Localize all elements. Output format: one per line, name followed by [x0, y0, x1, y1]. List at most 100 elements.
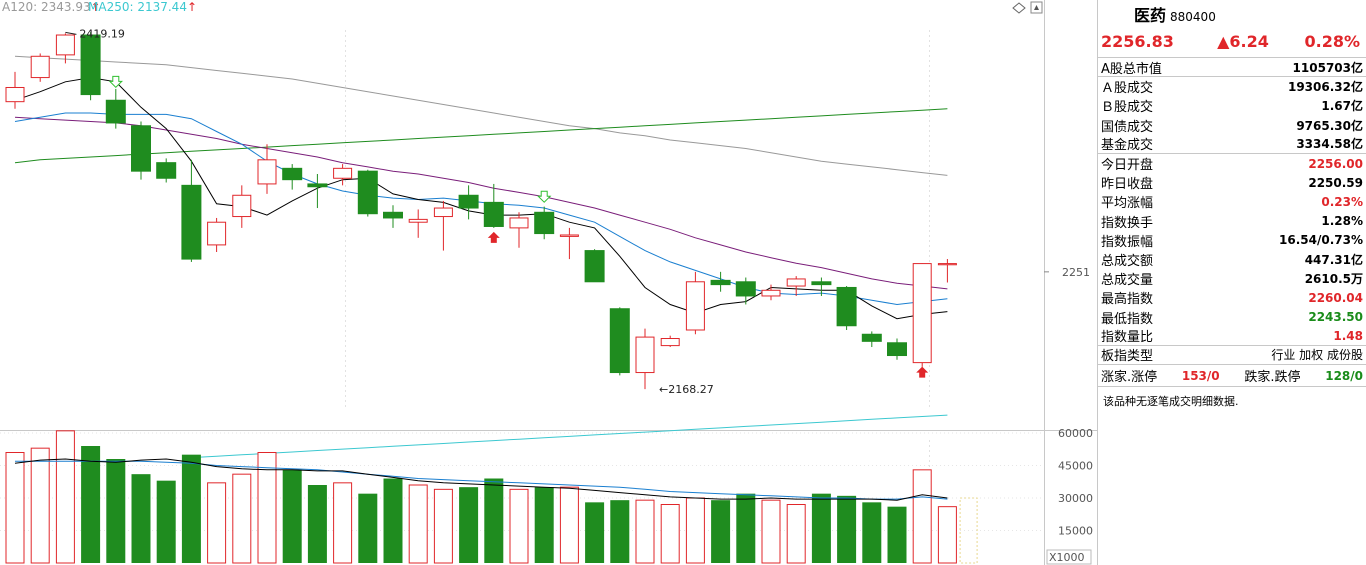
stat-label: 昨日收盘: [1101, 177, 1154, 193]
index-name: 医药: [1134, 6, 1167, 25]
candle-body: [660, 338, 680, 347]
stat-row: 昨日收盘 2250.59: [1098, 173, 1366, 193]
candle-body: [710, 279, 731, 286]
volume-bar: [484, 478, 504, 563]
candle-body: [156, 162, 177, 179]
candle-body: [357, 170, 378, 215]
volume-bar: [408, 484, 428, 564]
stat-label: 今日开盘: [1101, 158, 1154, 174]
volume-forecast-bar: [959, 497, 978, 564]
stats-list: A股总市值 1105703亿 Ａ股成交 19306.32亿 Ｂ股成交 1.67亿 国债成交 9…: [1098, 58, 1366, 365]
stat-label: 最低指数: [1101, 311, 1154, 327]
candle-body: [887, 342, 907, 357]
stat-label: 指数换手: [1101, 215, 1154, 231]
sell-signal-icon: [108, 75, 124, 89]
stat-row: 基金成交 3334.58亿: [1098, 135, 1366, 154]
volume-bar: [685, 497, 705, 564]
volume-axis-label: 60000: [1058, 427, 1093, 440]
volume-bar: [862, 502, 882, 563]
volume-unit-label: X1000: [1049, 551, 1085, 564]
stat-row: A股总市值 1105703亿: [1098, 58, 1366, 78]
stat-label: 总成交量: [1101, 273, 1154, 289]
ma250-value: MA250: 2137.44: [88, 0, 187, 14]
candle-body: [55, 34, 75, 56]
volume-bar: [736, 493, 756, 563]
ma20-line: [14, 116, 948, 290]
volume-bar: [131, 474, 151, 563]
buy-signal-icon: [487, 231, 500, 243]
candle-body: [761, 289, 781, 297]
buy-signal-icon: [916, 366, 929, 378]
stat-value: 447.31亿: [1304, 252, 1363, 267]
stat-label: Ａ股成交: [1101, 81, 1154, 97]
price-axis-label: 2251: [1062, 266, 1090, 279]
candle-body: [307, 183, 328, 188]
volume-bar: [635, 499, 655, 564]
stat-label: 指数量比: [1101, 330, 1154, 346]
candle-body: [458, 194, 479, 209]
stat-label: 国债成交: [1101, 119, 1154, 135]
candle-body: [861, 333, 882, 342]
ma250-line: [191, 414, 948, 459]
index-code: 880400: [1170, 10, 1216, 24]
candle-body: [433, 207, 453, 218]
volume-bar: [232, 473, 252, 564]
candle-body: [5, 86, 25, 103]
kline-chart[interactable]: 2251 60000 45000 30000 15000 X1000 2419.19 ←216…: [0, 0, 1097, 565]
volume-bar: [81, 446, 101, 563]
stat-value: 2256.00: [1308, 156, 1363, 171]
quote-panel: 医药 880400 2256.83 ▲6.24 0.28% A股总市值 11057…: [1097, 0, 1366, 565]
stat-value: 1.67亿: [1321, 99, 1363, 114]
volume-bar: [937, 506, 957, 564]
volume-bar: [307, 485, 327, 563]
stat-label: 平均涨幅: [1101, 196, 1154, 212]
sell-signal-icon: [536, 190, 552, 203]
kline-chart-area[interactable]: 2251 60000 45000 30000 15000 X1000 2419.19 ←216…: [0, 0, 1097, 565]
candle-body: [786, 278, 806, 287]
stat-row: 指数换手 1.28%: [1098, 212, 1366, 231]
stat-row: 板指类型 行业 加权 成份股: [1098, 346, 1366, 365]
volume-axis-label: 30000: [1058, 492, 1093, 505]
stat-row: 总成交量 2610.5万: [1098, 269, 1366, 288]
candle-body: [735, 281, 756, 297]
tick-message: 该品种无逐笔成交明细数据.: [1103, 395, 1239, 408]
candle-body: [836, 286, 857, 327]
down-label: 跌家.跌停: [1244, 370, 1301, 385]
stat-label: 基金成交: [1101, 138, 1154, 154]
volume-bar: [887, 506, 907, 563]
volume-bar: [181, 454, 201, 563]
candle-body: [584, 250, 605, 283]
volume-bar: [55, 430, 75, 564]
candle-body: [207, 221, 227, 246]
candle-body: [912, 263, 932, 364]
volume-bar: [559, 486, 579, 564]
candle-body: [105, 99, 126, 124]
stat-value: 3334.58亿: [1296, 137, 1363, 152]
volume-bar: [711, 500, 731, 563]
candle-body: [534, 211, 555, 235]
volume-bar: [459, 487, 479, 563]
stat-value: 2243.50: [1308, 310, 1363, 325]
volume-axis-label: 15000: [1058, 525, 1093, 538]
last-price: 2256.83: [1101, 32, 1174, 51]
candle-body: [232, 194, 252, 218]
ma10-line: [14, 112, 948, 306]
panel-header: 医药 880400: [1098, 0, 1366, 26]
stat-value: 1.28%: [1321, 214, 1363, 229]
volume-bar: [837, 495, 857, 563]
candle-body: [131, 125, 151, 172]
stat-row: Ａ股成交 19306.32亿: [1098, 77, 1366, 96]
stat-value: 2260.04: [1308, 290, 1363, 305]
volume-bar: [383, 478, 403, 563]
stat-row: 指数振幅 16.54/0.73%: [1098, 231, 1366, 250]
price-quote: 2256.83 ▲6.24 0.28%: [1098, 26, 1366, 58]
stat-row: 最低指数 2243.50: [1098, 307, 1366, 327]
stat-row: 国债成交 9765.30亿: [1098, 116, 1366, 135]
stat-value: 2610.5万: [1304, 272, 1363, 287]
candle-body: [609, 308, 630, 374]
stat-row: 平均涨幅 0.23%: [1098, 192, 1366, 212]
volume-bar: [912, 469, 932, 564]
high-pointer: [65, 31, 77, 35]
stat-label: 总成交额: [1101, 253, 1154, 269]
updown-row: 涨家.涨停 153/0 跌家.跌停 128/0: [1098, 365, 1366, 387]
